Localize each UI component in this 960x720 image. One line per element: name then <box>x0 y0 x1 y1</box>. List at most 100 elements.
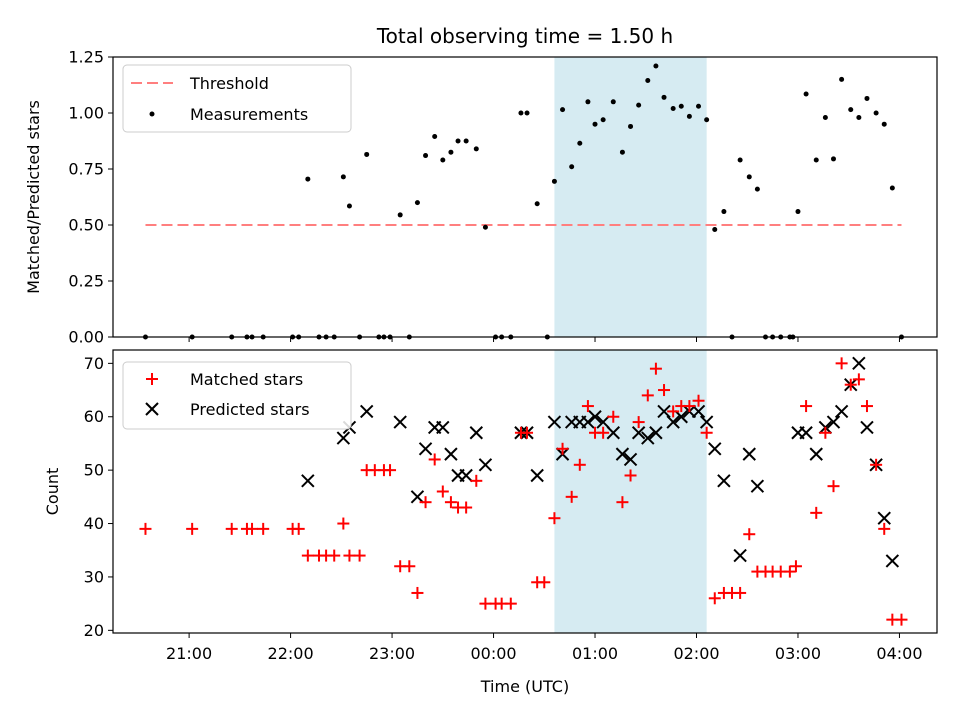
measurement-point <box>534 201 540 207</box>
matched-star-point <box>700 426 713 439</box>
measurement-point <box>737 157 743 163</box>
measurement-point <box>645 78 651 84</box>
x-tick-label: 21:00 <box>166 644 212 663</box>
measurement-point <box>585 99 591 105</box>
matched-star-point <box>246 522 259 535</box>
x-axis-label: Time (UTC) <box>480 677 569 696</box>
y-tick-label: 0.75 <box>68 160 104 179</box>
measurement-point <box>397 212 403 218</box>
top-x-ticks <box>188 337 900 342</box>
predicted-star-point <box>459 468 473 483</box>
matched-star-point <box>819 426 832 439</box>
legend-measurements-label: Measurements <box>190 105 308 124</box>
matched-star-point <box>624 469 637 482</box>
measurement-point <box>881 121 887 127</box>
measurement-point <box>670 106 676 112</box>
matched-star-point <box>556 442 569 455</box>
predicted-star-point <box>717 474 731 488</box>
legend-measurements-swatch <box>149 111 155 117</box>
measurement-point <box>518 110 524 116</box>
bottom-y-ticks: 20 30 40 50 60 70 <box>84 354 113 640</box>
matched-star-point <box>411 586 424 599</box>
predicted-star-point <box>530 468 544 483</box>
predicted-star-point <box>418 442 433 456</box>
matched-star-point <box>743 528 756 541</box>
measurement-point <box>455 138 461 144</box>
matched-star-point <box>734 586 747 599</box>
measurement-point <box>482 224 488 230</box>
measurement-point <box>712 226 718 232</box>
matched-star-point <box>632 416 645 429</box>
matched-star-point <box>708 592 721 605</box>
predicted-star-point <box>478 458 493 472</box>
matched-star-point <box>384 464 397 477</box>
x-tick-label: 04:00 <box>876 644 922 663</box>
top-panel: 0.00 0.25 0.50 0.75 1.00 1.25 Matched/Predict… <box>24 48 938 347</box>
matched-star-point <box>353 549 366 562</box>
measurement-point <box>653 63 659 69</box>
matched-star-point <box>649 362 662 375</box>
measurement-point <box>746 174 752 180</box>
measurement-point <box>577 140 583 146</box>
predicted-star-point <box>826 415 841 429</box>
predicted-star-point <box>657 404 671 419</box>
measurement-point <box>432 134 438 140</box>
predicted-star-point <box>691 404 706 419</box>
matched-star-point <box>548 512 561 525</box>
measurement-point <box>592 121 598 127</box>
predicted-star-point <box>666 415 680 429</box>
predicted-star-point <box>750 479 765 493</box>
measurement-point <box>830 156 836 162</box>
matched-star-point <box>419 496 432 509</box>
matched-star-point <box>186 522 199 535</box>
matched-star-point <box>835 357 848 370</box>
measurement-point <box>340 174 346 180</box>
matched-star-point <box>667 405 680 418</box>
matched-star-point <box>428 453 441 466</box>
matched-star-point <box>479 597 492 610</box>
measurement-point <box>856 114 862 120</box>
measurement-point <box>636 102 642 108</box>
predicted-star-point <box>393 415 407 429</box>
bottom-y-axis-label: Count <box>43 468 62 516</box>
matched-star-point <box>337 517 350 530</box>
predicted-star-point <box>742 447 756 461</box>
measurement-point <box>864 95 870 101</box>
measurement-point <box>873 110 879 116</box>
top-axes-frame <box>112 56 938 338</box>
predicted-star-point <box>860 420 874 435</box>
y-tick-label: 30 <box>84 567 104 586</box>
matched-star-point <box>139 522 152 535</box>
predicted-star-point <box>674 410 688 424</box>
predicted-star-point <box>596 415 610 429</box>
predicted-star-point <box>301 474 315 488</box>
x-tick-label: 23:00 <box>369 644 415 663</box>
matched-star-point <box>810 506 823 519</box>
predicted-star-point <box>631 426 646 440</box>
measurement-point <box>754 186 760 192</box>
measurement-point <box>795 209 801 215</box>
predicted-star-point <box>699 415 714 429</box>
measurement-point <box>848 107 854 113</box>
measurement-point <box>569 164 575 170</box>
matched-star-point <box>521 426 534 439</box>
legend-predicted-swatch <box>145 402 159 416</box>
matched-star-point <box>460 501 473 514</box>
bottom-legend: Matched stars Predicted stars <box>122 361 352 430</box>
measurement-point <box>610 99 616 105</box>
top-y-ticks: 0.00 0.25 0.50 0.75 1.00 1.25 <box>68 48 113 347</box>
bottom-shaded-span <box>554 350 707 633</box>
y-tick-label: 20 <box>84 621 104 640</box>
matched-star-point <box>581 400 594 413</box>
predicted-star-point <box>444 447 458 461</box>
bottom-panel: 20 30 40 50 60 70 21:00 22:00 23:00 00:00 01:00 02… <box>43 349 938 696</box>
matched-star-point <box>860 400 873 413</box>
matched-star-point <box>403 560 416 573</box>
matched-star-point <box>225 522 238 535</box>
measurement-point <box>305 176 311 182</box>
bottom-axes-frame <box>112 349 938 634</box>
matched-star-point <box>783 565 796 578</box>
legend-matched-swatch <box>146 373 158 385</box>
matched-star-point <box>692 394 705 407</box>
